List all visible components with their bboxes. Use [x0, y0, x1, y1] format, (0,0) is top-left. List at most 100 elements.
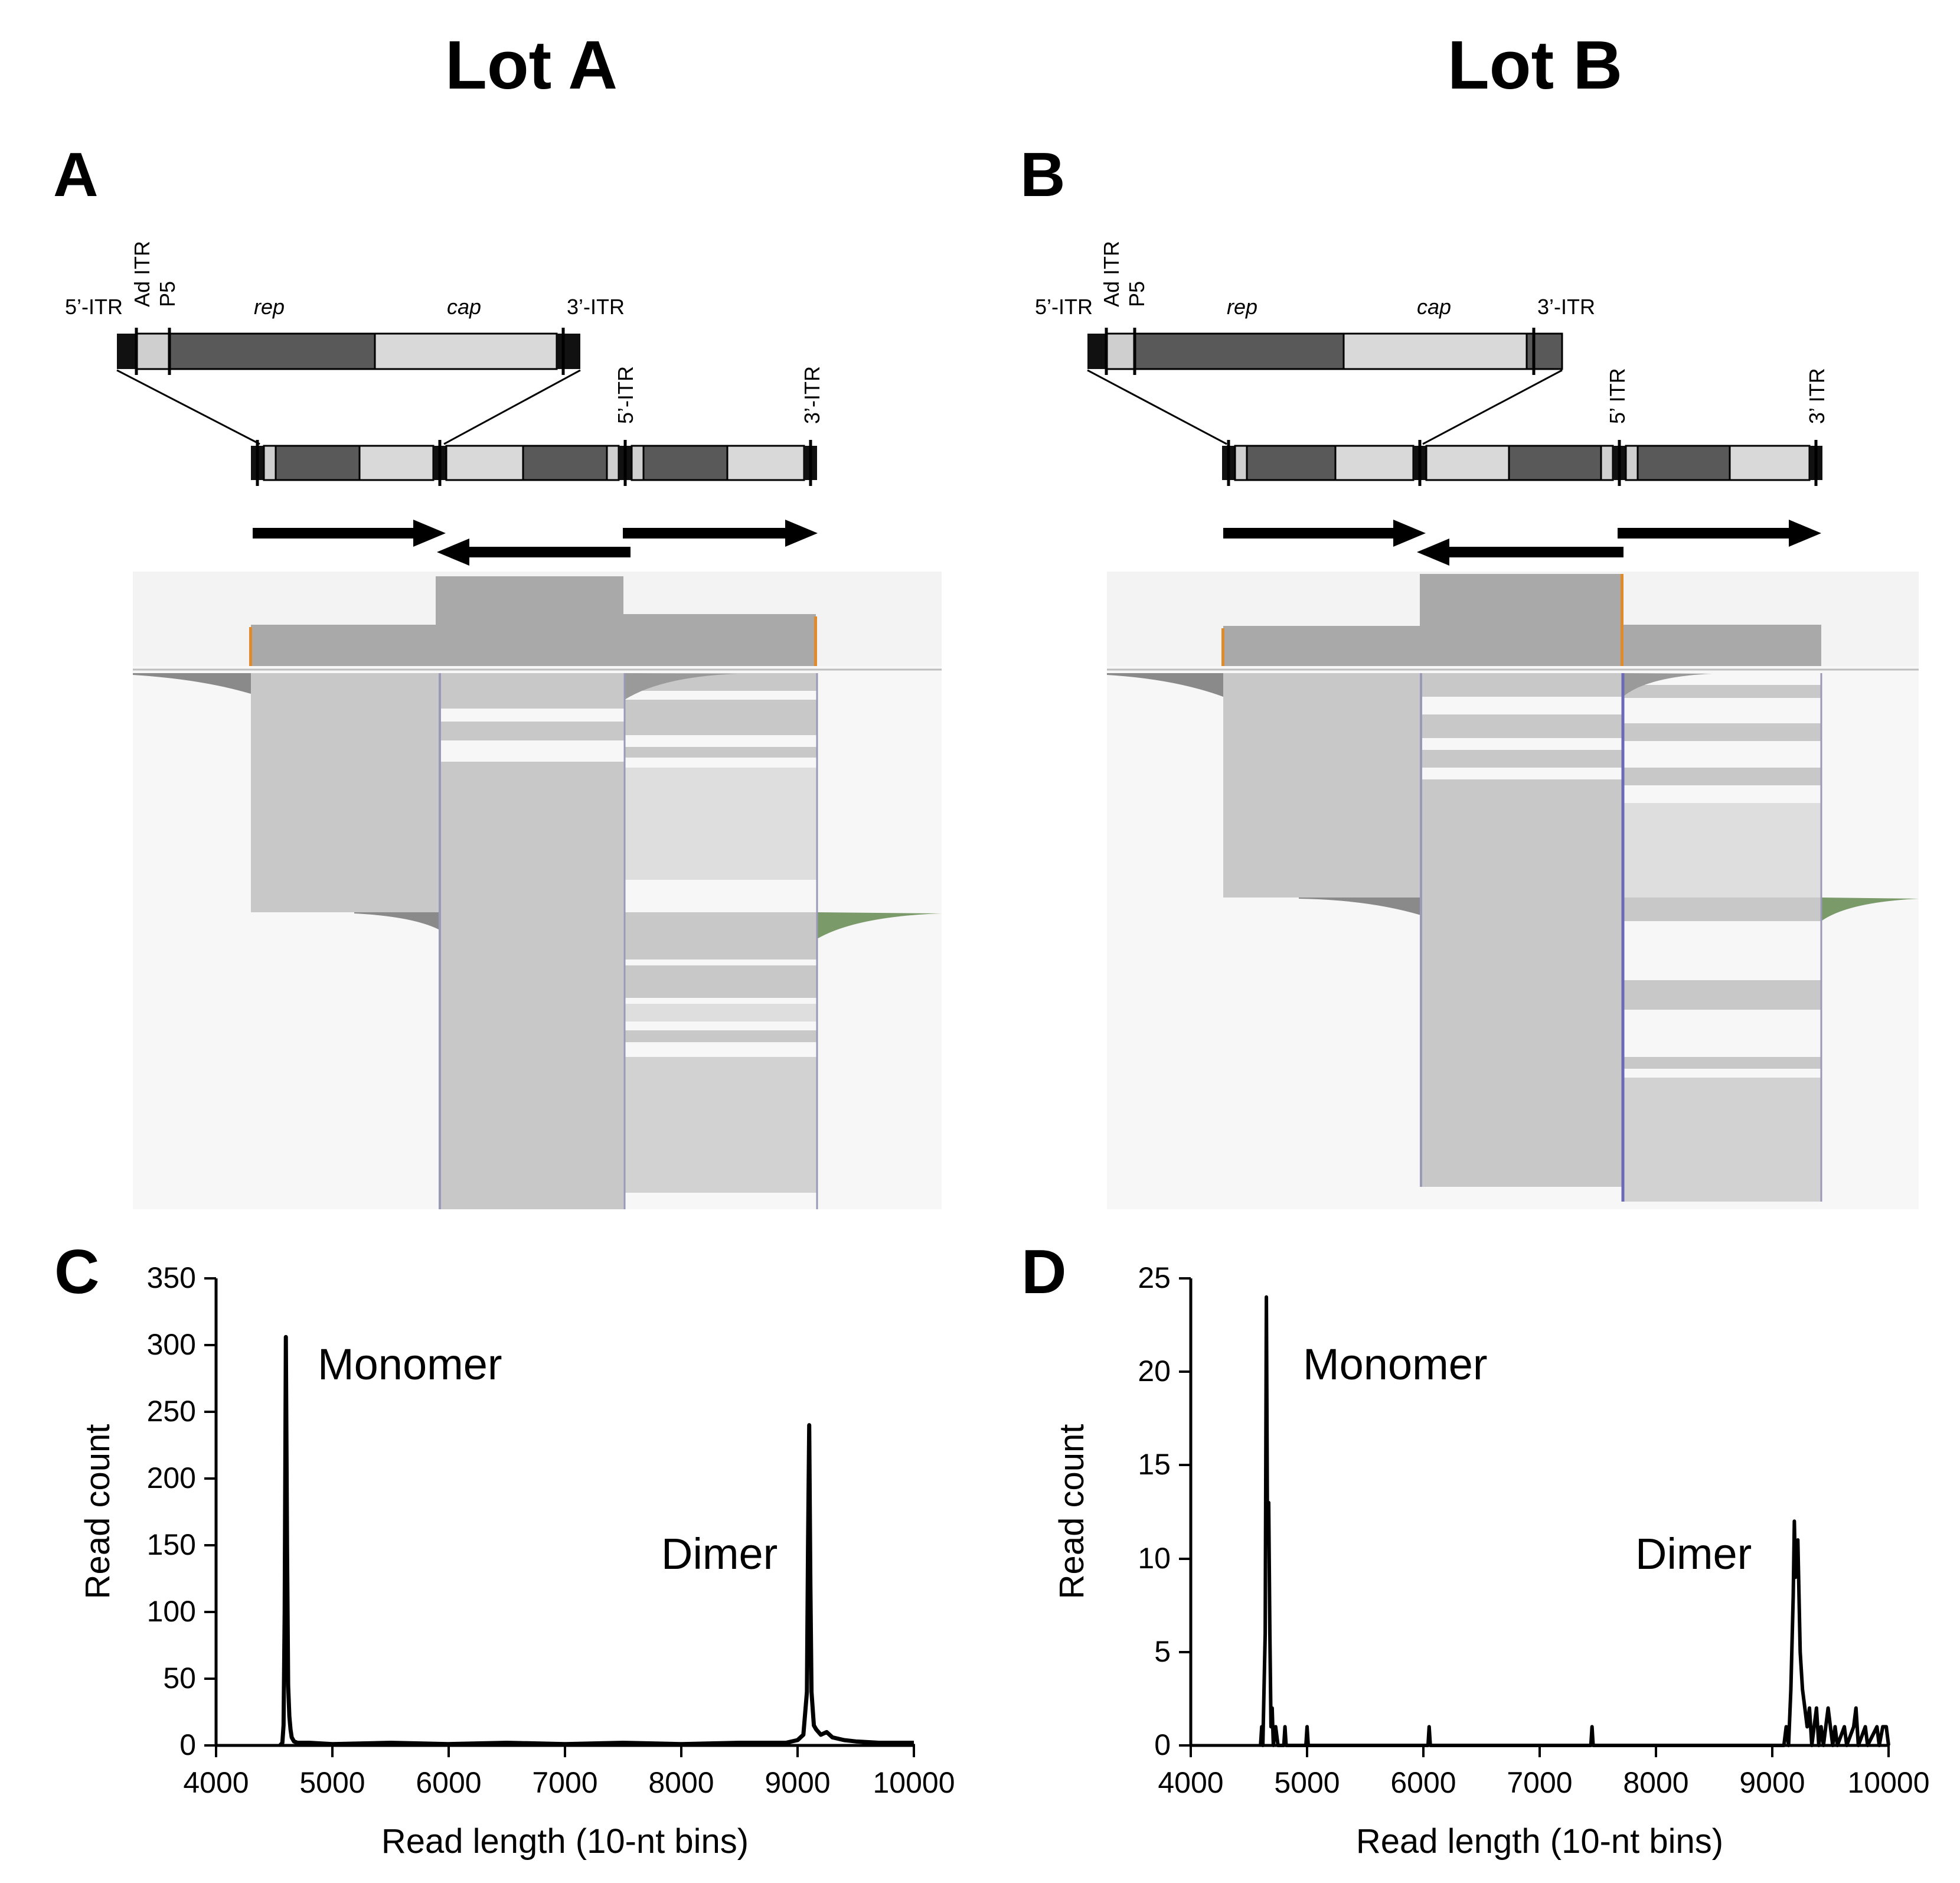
- x-tick: 6000: [1390, 1745, 1456, 1799]
- x-tick-label: 10000: [873, 1766, 955, 1799]
- x-tick: 7000: [1507, 1745, 1573, 1799]
- read-block-5: [1421, 779, 1623, 898]
- unit3-rep: [642, 445, 729, 481]
- y-tick: 15: [1138, 1448, 1191, 1481]
- construct-map-b: 5’-ITR Ad ITR P5 rep cap 3’-ITR 5’ ITR 3…: [1035, 241, 1829, 566]
- unit1-p5: [1234, 445, 1248, 481]
- construct-map-a: 5’-ITR Ad ITR P5 rep cap 3’-ITR 5’-ITR 3…: [65, 241, 824, 566]
- read-block-8: [1623, 768, 1821, 785]
- read-block-8: [625, 768, 817, 880]
- unit3-p5: [1625, 445, 1639, 481]
- y-tick: 20: [1138, 1355, 1191, 1388]
- y-ticks: 0 50 100 150 200 250 300 350: [147, 1261, 216, 1761]
- label-concat-5itr: 5’ ITR: [1605, 368, 1629, 424]
- zoom-line-right: [443, 369, 581, 445]
- arrow-forward-2-head: [1789, 520, 1821, 547]
- x-tick: 4000: [1158, 1745, 1224, 1799]
- panel-letter-b: B: [1020, 140, 1066, 210]
- x-tick: 10000: [873, 1745, 955, 1799]
- label-5itr: 5’-ITR: [1035, 295, 1093, 319]
- coverage-track: [251, 576, 816, 666]
- histogram-d: 0 5 10 15 20 25 4000 5000 6000 7000 8000…: [1053, 1261, 1930, 1861]
- p5-block: [135, 332, 171, 370]
- lot-b-title: Lot B: [1448, 27, 1622, 103]
- x-tick: 10000: [1847, 1745, 1930, 1799]
- y-tick: 5: [1154, 1635, 1191, 1668]
- y-tick-label: 0: [179, 1728, 196, 1761]
- y-tick-label: 0: [1154, 1728, 1171, 1761]
- x-tick-label: 7000: [532, 1766, 597, 1799]
- itr-block-3: [557, 334, 580, 369]
- unit1-cap: [358, 445, 435, 481]
- unit2-cap: [1425, 445, 1510, 481]
- y-tick: 250: [147, 1395, 216, 1428]
- x-tick: 5000: [1274, 1745, 1340, 1799]
- x-tick: 8000: [648, 1745, 714, 1799]
- label-concat-3itr: 3’-ITR: [800, 366, 824, 424]
- x-tick-label: 6000: [1390, 1766, 1456, 1799]
- y-tick: 100: [147, 1595, 216, 1628]
- y-tick: 25: [1138, 1261, 1191, 1294]
- read-block-14: [625, 1057, 817, 1193]
- unit3-p5: [631, 445, 645, 481]
- y-tick-label: 150: [147, 1528, 196, 1561]
- label-p5: P5: [155, 281, 179, 307]
- read-block-11: [1623, 898, 1821, 921]
- coverage-edge-left: [1221, 628, 1224, 666]
- unit2-p5: [1600, 445, 1614, 481]
- y-tick-label: 10: [1138, 1542, 1171, 1575]
- x-tick: 7000: [532, 1745, 598, 1799]
- arrow-forward-1-head: [413, 520, 446, 547]
- y-tick: 200: [147, 1461, 216, 1494]
- unit3-rep: [1636, 445, 1731, 481]
- panel-letter-c: C: [54, 1237, 100, 1307]
- softclip-fan-3: [354, 912, 440, 930]
- y-ticks: 0 5 10 15 20 25: [1138, 1261, 1191, 1761]
- y-tick-label: 100: [147, 1595, 196, 1628]
- read-block-10: [1421, 898, 1623, 1187]
- softclip-fan-1: [133, 673, 251, 694]
- label-ad-itr: Ad ITR: [1099, 241, 1123, 307]
- label-3itr: 3’-ITR: [567, 295, 625, 319]
- histogram-c: 0 50 100 150 200 250 300 350 4000 5000 6…: [79, 1261, 955, 1861]
- label-cap: cap: [1417, 295, 1451, 319]
- unit1-rep: [1246, 445, 1337, 481]
- unit2-cap: [445, 445, 524, 481]
- y-tick-label: 15: [1138, 1448, 1171, 1481]
- x-tick-label: 9000: [765, 1766, 830, 1799]
- y-axis-label: Read count: [1053, 1424, 1091, 1600]
- x-tick-label: 5000: [299, 1766, 365, 1799]
- softclip-fan-2: [625, 673, 738, 700]
- x-tick: 9000: [1739, 1745, 1805, 1799]
- read-block-13: [625, 1030, 817, 1042]
- read-block-3: [1421, 714, 1623, 738]
- y-tick: 0: [1154, 1728, 1191, 1761]
- read-block-4: [1421, 750, 1623, 768]
- panel-letter-a: A: [53, 140, 99, 210]
- y-tick-label: 25: [1138, 1261, 1171, 1294]
- x-tick-label: 8000: [648, 1766, 714, 1799]
- unit3-cap: [1729, 445, 1811, 481]
- label-cap: cap: [447, 295, 481, 319]
- label-rep: rep: [1227, 295, 1257, 319]
- x-tick-label: 5000: [1274, 1766, 1340, 1799]
- read-block-11: [625, 965, 817, 998]
- y-tick-label: 200: [147, 1461, 196, 1494]
- coverage-track: [1223, 574, 1821, 666]
- read-block-6: [1623, 685, 1821, 698]
- read-block-2: [440, 673, 625, 709]
- unit1-rep: [275, 445, 361, 481]
- coverage-edge-left: [249, 627, 252, 666]
- x-tick-label: 6000: [416, 1766, 481, 1799]
- y-axis-label: Read count: [79, 1424, 117, 1600]
- itr-block-3: [1525, 332, 1563, 370]
- y-tick-label: 50: [163, 1662, 196, 1695]
- x-axis-label: Read length (10-nt bins): [1356, 1822, 1723, 1861]
- data-line: [278, 1334, 914, 1747]
- panel-letter-d: D: [1021, 1237, 1067, 1307]
- y-tick: 350: [147, 1261, 216, 1294]
- y-tick: 300: [147, 1328, 216, 1361]
- read-block-9: [440, 912, 625, 1209]
- cap-block: [374, 332, 558, 370]
